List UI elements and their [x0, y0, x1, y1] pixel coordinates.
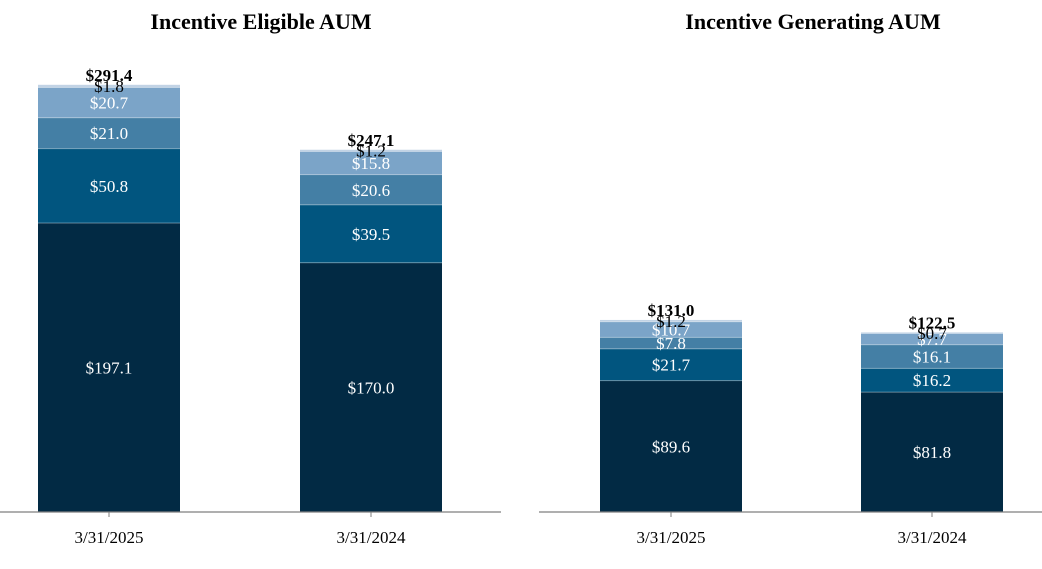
- data-label: $20.6: [352, 181, 390, 200]
- bar-segment: [600, 380, 742, 512]
- bar-segment: [38, 117, 180, 149]
- data-label: $10.7: [652, 321, 691, 340]
- total-label: $122.5: [909, 313, 956, 332]
- data-label: $1.2: [356, 142, 386, 161]
- bar-segment: [38, 223, 180, 513]
- data-label: $7.7: [917, 330, 947, 349]
- bar-segment: [861, 333, 1003, 345]
- data-label: $1.2: [656, 312, 686, 331]
- data-label: $81.8: [913, 443, 951, 462]
- bar-segment: [600, 348, 742, 381]
- x-tick-label: 3/31/2024: [337, 528, 406, 547]
- data-label: $170.0: [348, 378, 395, 397]
- bar-segment: [861, 332, 1003, 334]
- bar-segment: [300, 174, 442, 205]
- bar-segment: [861, 392, 1003, 512]
- bar-segment: [861, 368, 1003, 393]
- chart-title: Incentive Generating AUM: [685, 9, 941, 34]
- bar-segment: [300, 204, 442, 263]
- data-label: $16.2: [913, 371, 951, 390]
- data-label: $7.8: [656, 334, 686, 353]
- data-label: $15.8: [352, 154, 390, 173]
- total-label: $247.1: [348, 131, 395, 150]
- bar-segment: [38, 84, 180, 88]
- data-label: $50.8: [90, 177, 128, 196]
- bar-segment: [600, 321, 742, 338]
- data-label: $197.1: [86, 359, 133, 378]
- bar-segment: [38, 148, 180, 224]
- data-label: $89.6: [652, 437, 690, 456]
- x-tick-label: 3/31/2025: [637, 528, 706, 547]
- data-label: $39.5: [352, 225, 390, 244]
- chart-title: Incentive Eligible AUM: [150, 9, 371, 34]
- data-label: $20.7: [90, 94, 129, 113]
- incentive-eligible-aum-chart: Incentive Eligible AUM $197.1 $50.8 $21.0 $…: [0, 9, 501, 547]
- bar-segment: [300, 149, 442, 152]
- bar-segment: [300, 151, 442, 175]
- data-label: $21.0: [90, 124, 128, 143]
- x-tick-label: 3/31/2024: [898, 528, 967, 547]
- data-label: $0.7: [917, 324, 947, 343]
- data-label: $16.1: [913, 348, 951, 367]
- total-label: $291.4: [86, 66, 133, 85]
- total-label: $131.0: [648, 301, 695, 320]
- bar-segment: [300, 262, 442, 512]
- bar-segment: [861, 344, 1003, 369]
- data-label: $21.7: [652, 356, 691, 375]
- bar-segment: [600, 337, 742, 349]
- incentive-generating-aum-chart: Incentive Generating AUM $89.6$21.7$7.8$…: [539, 9, 1042, 547]
- bar-segment: [38, 87, 180, 118]
- x-tick-label: 3/31/2025: [75, 528, 144, 547]
- data-label: $1.8: [94, 77, 124, 96]
- bar-segment: [600, 319, 742, 322]
